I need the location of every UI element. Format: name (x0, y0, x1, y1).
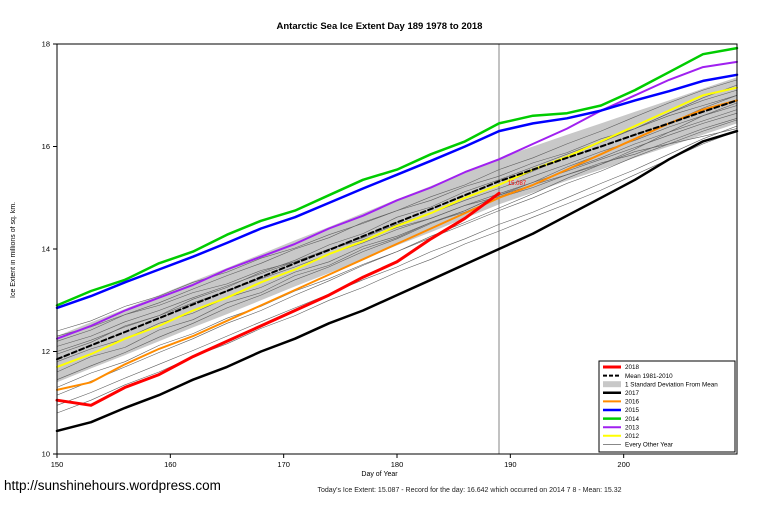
legend-label: Every Other Year (625, 442, 673, 449)
year-line (56, 125, 738, 406)
x-tick-label: 190 (504, 460, 517, 469)
legend-label: 2017 (625, 390, 640, 397)
chart-title: Antarctic Sea Ice Extent Day 189 1978 to… (276, 21, 483, 32)
legend-label: 2015 (625, 407, 640, 414)
series-line-mean-1981-2010 (56, 99, 738, 361)
x-tick-label: 160 (164, 460, 177, 469)
y-axis: 10 12 14 16 18 (42, 40, 57, 459)
legend-label: 2016 (625, 399, 640, 406)
y-tick-label: 16 (42, 142, 50, 151)
year-line (56, 118, 738, 337)
year-line (56, 109, 738, 373)
year-line (56, 130, 738, 414)
year-line (56, 102, 738, 396)
x-tick-label: 150 (51, 460, 64, 469)
series-line-2016 (56, 99, 738, 391)
y-tick-label: 12 (42, 347, 50, 356)
legend-label: 2012 (625, 433, 640, 440)
legend-label: 2013 (625, 424, 640, 431)
footer-link[interactable]: http://sunshinehours.wordpress.com (4, 478, 221, 493)
series-line-2015 (55, 73, 739, 310)
y-tick-label: 18 (42, 40, 50, 49)
x-tick-label: 200 (617, 460, 630, 469)
chart-caption: Today's Ice Extent: 15.087 - Record for … (317, 487, 622, 494)
legend-label: 2018 (625, 364, 640, 371)
x-axis-label: Day of Year (361, 471, 398, 478)
x-tick-label: 180 (391, 460, 404, 469)
series-line-2012 (56, 86, 738, 368)
todays-extent-annotation: 15.087 (508, 181, 527, 187)
year-line (56, 89, 738, 355)
series-line-2018 (55, 191, 501, 407)
legend-box (598, 360, 736, 453)
legend-label: Mean 1981-2010 (625, 373, 673, 380)
y-tick-label: 10 (42, 450, 50, 459)
series-line-2014 (55, 46, 739, 307)
legend-label: 2014 (625, 416, 640, 423)
series-line-2013 (56, 60, 738, 340)
legend-swatch-fill (603, 381, 621, 388)
x-tick-label: 170 (277, 460, 290, 469)
y-tick-label: 14 (42, 245, 50, 254)
series-line-2017 (55, 129, 739, 433)
year-line (56, 112, 738, 352)
x-axis: 150 160 170 180 190 200 (51, 454, 630, 469)
year-line (56, 79, 738, 342)
legend-label: 1 Standard Deviation From Mean (625, 381, 718, 388)
y-axis-label: Ice Extent in millions of sq. km. (10, 201, 17, 299)
